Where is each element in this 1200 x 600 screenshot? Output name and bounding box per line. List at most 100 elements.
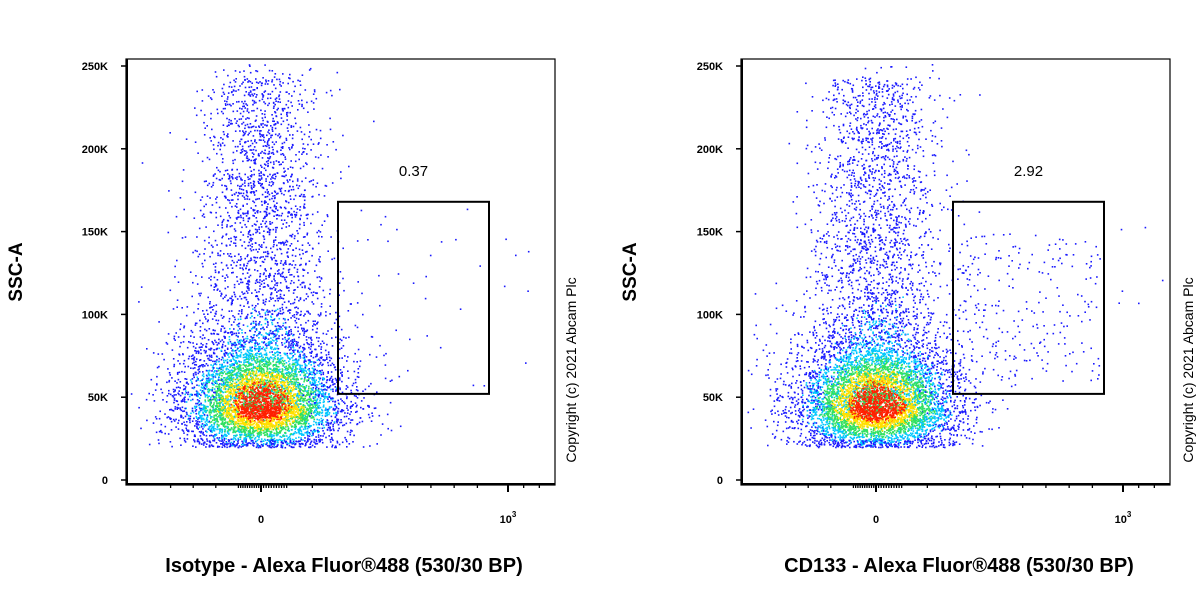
event-dot (271, 141, 274, 143)
event-dot (158, 321, 160, 323)
event-dot (320, 423, 323, 426)
event-dot (270, 395, 273, 397)
event-dot (186, 421, 188, 423)
event-dot (311, 430, 314, 433)
event-dot (225, 413, 227, 415)
event-dot (308, 343, 311, 346)
event-dot (213, 403, 215, 406)
event-dot (316, 276, 319, 279)
event-dot (255, 381, 258, 383)
event-dot (273, 318, 276, 320)
event-dot (226, 219, 229, 222)
event-dot (277, 351, 280, 354)
event-dot (276, 297, 279, 300)
event-dot (358, 421, 361, 424)
event-dot (214, 390, 217, 393)
event-dot (232, 380, 234, 383)
event-dot (266, 326, 268, 328)
event-dot (234, 438, 237, 440)
event-dot (208, 389, 211, 391)
event-dot (178, 419, 180, 422)
event-dot (204, 259, 206, 262)
event-dot (250, 328, 253, 330)
event-dot (202, 371, 204, 373)
event-dot (293, 275, 295, 278)
event-dot (231, 392, 233, 395)
event-dot (257, 297, 259, 300)
event-dot (242, 189, 245, 191)
event-dot (269, 173, 271, 176)
event-dot (233, 291, 235, 294)
event-dot (189, 421, 191, 424)
event-dot (286, 127, 289, 129)
event-dot (289, 179, 291, 181)
event-dot (221, 437, 223, 440)
event-dot (290, 213, 293, 215)
event-dot (302, 107, 305, 110)
event-dot (262, 381, 264, 384)
event-dot (297, 341, 299, 344)
event-dot (162, 399, 164, 401)
event-dot (264, 215, 266, 218)
event-dot (197, 372, 200, 375)
event-dot (340, 339, 343, 342)
event-dot (289, 357, 291, 360)
event-dot (288, 360, 290, 363)
event-dot (358, 365, 361, 368)
event-dot (241, 100, 243, 103)
event-dot (281, 107, 284, 110)
event-dot (220, 371, 222, 373)
event-dot (253, 153, 255, 156)
event-dot (314, 368, 316, 371)
event-dot (228, 317, 231, 320)
event-dot (231, 395, 234, 398)
event-dot (235, 344, 238, 346)
event-dot (250, 139, 253, 142)
event-dot (218, 178, 221, 181)
event-dot (322, 373, 325, 376)
event-dot (338, 443, 341, 446)
event-dot (261, 361, 263, 363)
event-dot (281, 381, 283, 384)
event-dot (198, 384, 200, 387)
event-dot (250, 433, 252, 436)
event-dot (186, 346, 189, 349)
event-dot (351, 384, 354, 387)
event-dot (204, 365, 206, 367)
event-dot (249, 178, 251, 180)
event-dot (282, 73, 284, 75)
event-dot (203, 423, 206, 426)
event-dot (342, 345, 345, 347)
event-dot (279, 307, 281, 310)
event-dot (225, 416, 228, 418)
event-dot (281, 147, 284, 149)
event-dot (295, 416, 297, 418)
event-dot (308, 446, 310, 449)
event-dot (240, 367, 242, 370)
event-dot (152, 394, 154, 396)
event-dot (197, 413, 200, 415)
event-dot (266, 413, 268, 415)
event-dot (299, 374, 302, 376)
event-dot (222, 424, 224, 426)
event-dot (313, 108, 315, 110)
event-dot (276, 263, 279, 265)
event-dot (214, 428, 216, 430)
event-dot (235, 392, 238, 394)
event-dot (223, 69, 225, 71)
event-dot (159, 430, 162, 433)
event-dot (292, 188, 295, 191)
event-dot (289, 77, 291, 80)
event-dot (196, 440, 199, 442)
event-dot (232, 409, 235, 412)
event-dot (187, 391, 190, 394)
event-dot (202, 334, 204, 336)
event-dot (225, 185, 228, 188)
event-dot (300, 430, 303, 433)
event-dot (197, 394, 199, 396)
event-dot (300, 263, 302, 266)
event-dot (238, 408, 240, 411)
event-dot (250, 170, 253, 172)
event-dot (276, 426, 278, 429)
event-dot (318, 404, 320, 407)
